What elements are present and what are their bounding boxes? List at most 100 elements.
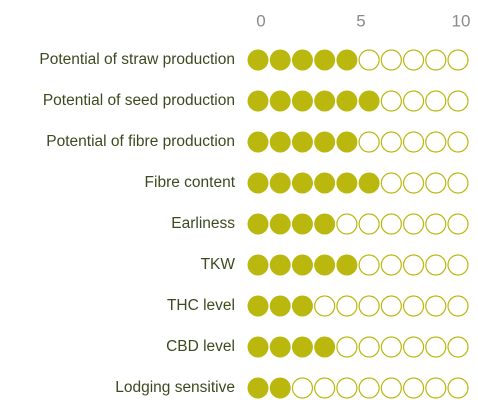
empty-dot (402, 90, 425, 112)
row-label: Earliness (171, 215, 235, 232)
empty-dot (425, 90, 447, 112)
filled-dot (269, 336, 291, 358)
filled-dot (291, 336, 313, 358)
row-label: Fibre content (145, 174, 236, 191)
filled-dot (247, 172, 269, 194)
filled-dot (336, 172, 358, 194)
empty-dot (336, 377, 358, 399)
row-label: THC level (167, 297, 235, 314)
filled-dot (247, 49, 269, 71)
empty-dot (336, 336, 358, 358)
filled-dot (247, 213, 269, 235)
filled-dot (358, 172, 380, 194)
empty-dot (425, 295, 447, 317)
empty-dot (336, 213, 358, 235)
empty-dot (380, 377, 402, 399)
empty-dot (425, 377, 447, 399)
filled-dot (314, 49, 336, 71)
empty-dot (402, 49, 425, 71)
empty-dot (380, 336, 402, 358)
empty-dot (425, 336, 447, 358)
empty-dot (314, 295, 336, 317)
empty-dot (380, 295, 402, 317)
filled-dot (336, 90, 358, 112)
empty-dot (447, 213, 469, 235)
empty-dot (402, 131, 425, 153)
empty-dot (447, 377, 469, 399)
filled-dot (291, 90, 313, 112)
filled-dot (291, 254, 313, 276)
filled-dot (269, 131, 291, 153)
filled-dot (291, 295, 313, 317)
row-label: Lodging sensitive (115, 379, 235, 396)
empty-dot (447, 90, 469, 112)
empty-dot (402, 213, 425, 235)
filled-dot (291, 49, 313, 71)
filled-dot (269, 172, 291, 194)
empty-dot (447, 254, 469, 276)
x-tick-label: 0 (256, 11, 265, 30)
row-label: Potential of straw production (39, 51, 235, 68)
empty-dot (358, 131, 380, 153)
filled-dot (336, 49, 358, 71)
empty-dot (447, 49, 469, 71)
filled-dot (269, 377, 291, 399)
filled-dot (358, 90, 380, 112)
empty-dot (425, 254, 447, 276)
filled-dot (247, 336, 269, 358)
empty-dot (314, 377, 336, 399)
empty-dot (402, 254, 425, 276)
empty-dot (402, 172, 425, 194)
filled-dot (247, 131, 269, 153)
filled-dot (314, 213, 336, 235)
empty-dot (358, 254, 380, 276)
row-label: Potential of seed production (43, 92, 235, 109)
empty-dot (358, 336, 380, 358)
filled-dot (336, 131, 358, 153)
empty-dot (425, 172, 447, 194)
filled-dot (291, 172, 313, 194)
filled-dot (247, 90, 269, 112)
empty-dot (358, 377, 380, 399)
filled-dot (336, 254, 358, 276)
empty-dot (380, 90, 402, 112)
filled-dot (269, 90, 291, 112)
filled-dot (314, 336, 336, 358)
x-tick-label: 5 (356, 11, 365, 30)
x-tick-label: 10 (452, 11, 471, 30)
empty-dot (447, 131, 469, 153)
empty-dot (447, 295, 469, 317)
filled-dot (247, 295, 269, 317)
filled-dot (269, 213, 291, 235)
empty-dot (447, 172, 469, 194)
empty-dot (291, 377, 314, 399)
row-label: CBD level (166, 338, 235, 355)
filled-dot (314, 254, 336, 276)
empty-dot (336, 295, 358, 317)
empty-dot (380, 131, 402, 153)
empty-dot (402, 336, 425, 358)
filled-dot (291, 131, 313, 153)
empty-dot (402, 377, 425, 399)
empty-dot (380, 49, 402, 71)
empty-dot (380, 213, 402, 235)
empty-dot (380, 254, 402, 276)
row-label: Potential of fibre production (46, 133, 235, 150)
empty-dot (425, 49, 447, 71)
empty-dot (402, 295, 425, 317)
filled-dot (247, 254, 269, 276)
filled-dot (314, 131, 336, 153)
filled-dot (247, 377, 269, 399)
filled-dot (269, 254, 291, 276)
row-label: TKW (201, 256, 236, 273)
filled-dot (314, 172, 336, 194)
filled-dot (291, 213, 313, 235)
filled-dot (314, 90, 336, 112)
filled-dot (269, 295, 291, 317)
empty-dot (447, 336, 469, 358)
empty-dot (358, 49, 380, 71)
empty-dot (380, 172, 402, 194)
filled-dot (269, 49, 291, 71)
